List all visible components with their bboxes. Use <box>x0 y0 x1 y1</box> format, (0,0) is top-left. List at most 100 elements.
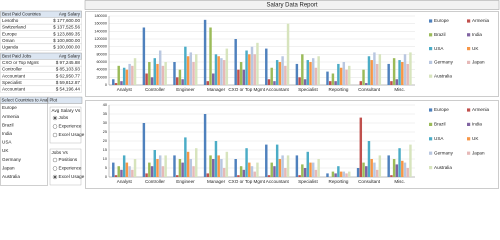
legend-label: Brazil <box>434 122 446 127</box>
radio-label[interactable]: Experience <box>59 166 82 171</box>
radio[interactable] <box>52 132 58 138</box>
bar <box>248 162 251 177</box>
select-item[interactable]: Brazil <box>2 122 14 127</box>
bar <box>395 164 399 177</box>
radio-dot <box>54 117 56 119</box>
bar <box>173 62 176 85</box>
bar <box>234 39 237 85</box>
bar <box>125 69 129 85</box>
bar <box>239 62 243 85</box>
legend-label: Australia <box>434 165 452 170</box>
bar <box>345 173 348 177</box>
bar <box>406 63 409 85</box>
y-tick-label: 20 <box>103 139 107 143</box>
table-cell: Europe <box>2 31 17 36</box>
table-cell: Accountant <box>2 73 26 78</box>
legend-swatch <box>467 151 471 155</box>
radio-label[interactable]: Excel Usage <box>59 174 85 179</box>
y-tick-label: 15 <box>103 148 107 152</box>
x-tick-label: Specialist <box>298 179 318 184</box>
legend-swatch <box>467 137 471 141</box>
bar <box>334 173 337 177</box>
select-item[interactable]: UK <box>2 148 9 153</box>
select-list <box>0 103 48 186</box>
y-tick-label: 60000 <box>96 60 107 64</box>
bar <box>359 81 363 85</box>
bar <box>337 63 340 85</box>
bar <box>267 175 271 177</box>
table-cell: $ 137,525.56 <box>53 25 80 30</box>
bar <box>186 56 190 85</box>
radio[interactable] <box>52 124 58 129</box>
radio-label[interactable]: Positions <box>59 157 78 162</box>
x-tick-label: Accountant <box>266 87 290 92</box>
radio-label[interactable]: Experience <box>59 124 82 129</box>
radio[interactable] <box>52 166 58 171</box>
bar <box>337 166 340 177</box>
bar <box>237 175 240 177</box>
bar <box>203 114 207 177</box>
table-cell: Specialist <box>2 80 22 85</box>
bar <box>142 123 146 177</box>
radio-label[interactable]: Jobs <box>59 115 69 120</box>
bar <box>303 168 307 177</box>
bar <box>195 54 198 85</box>
bar <box>303 79 307 85</box>
legend-swatch <box>429 19 433 23</box>
select-item[interactable]: Australia <box>2 174 20 179</box>
bar <box>298 77 301 85</box>
select-item[interactable]: India <box>2 131 12 136</box>
legend-label: UK <box>472 46 479 51</box>
bar <box>173 155 176 177</box>
bar <box>131 65 134 85</box>
bar <box>373 52 376 85</box>
legend-swatch <box>429 151 433 155</box>
table-cell: Uganda <box>2 45 19 50</box>
legend-label: Japan <box>472 60 485 65</box>
select-item[interactable]: Japan <box>2 165 15 170</box>
y-tick-label: 0 <box>105 83 107 87</box>
bar <box>189 52 193 85</box>
bar <box>225 48 229 85</box>
bar <box>206 173 210 177</box>
y-tick-label: 5 <box>105 166 107 170</box>
bar <box>348 171 351 177</box>
radio[interactable] <box>52 157 58 163</box>
bar <box>178 159 182 177</box>
x-tick-label: CXO or Top Mgmt <box>228 87 265 92</box>
select-item[interactable]: Germany <box>2 157 22 162</box>
bar <box>212 73 215 85</box>
dashboard: Salary Data Report Best Paid Countries Av… <box>0 0 500 189</box>
bar <box>131 169 134 177</box>
bar <box>175 77 179 85</box>
bar <box>214 54 218 85</box>
bar <box>256 162 259 177</box>
bar <box>403 54 407 85</box>
select-item[interactable]: Europe <box>2 105 17 110</box>
bar <box>142 27 146 85</box>
bar <box>378 54 382 85</box>
x-tick-label: CXO or Top Mgmt <box>228 179 265 184</box>
table-cell: $ 177,600.00 <box>53 18 80 23</box>
bar <box>301 164 304 177</box>
select-item[interactable]: Armenia <box>2 114 20 119</box>
bar <box>359 117 363 177</box>
bar <box>220 159 223 177</box>
bar <box>370 60 373 85</box>
table-cell: Accountant <box>2 87 26 92</box>
bar <box>331 73 335 85</box>
legend-swatch <box>467 122 471 126</box>
select-item[interactable]: USA <box>2 140 12 145</box>
bar <box>328 81 332 85</box>
bar <box>189 159 193 177</box>
bar <box>273 166 276 177</box>
bar <box>217 56 220 85</box>
bar <box>253 54 256 85</box>
radio-label[interactable]: Excel Usage <box>59 132 85 137</box>
table-cell: $ 62,950.77 <box>56 73 81 78</box>
bar <box>117 65 120 85</box>
bar <box>401 160 404 177</box>
bar <box>326 71 329 85</box>
bar <box>298 175 301 177</box>
bar <box>192 166 195 177</box>
